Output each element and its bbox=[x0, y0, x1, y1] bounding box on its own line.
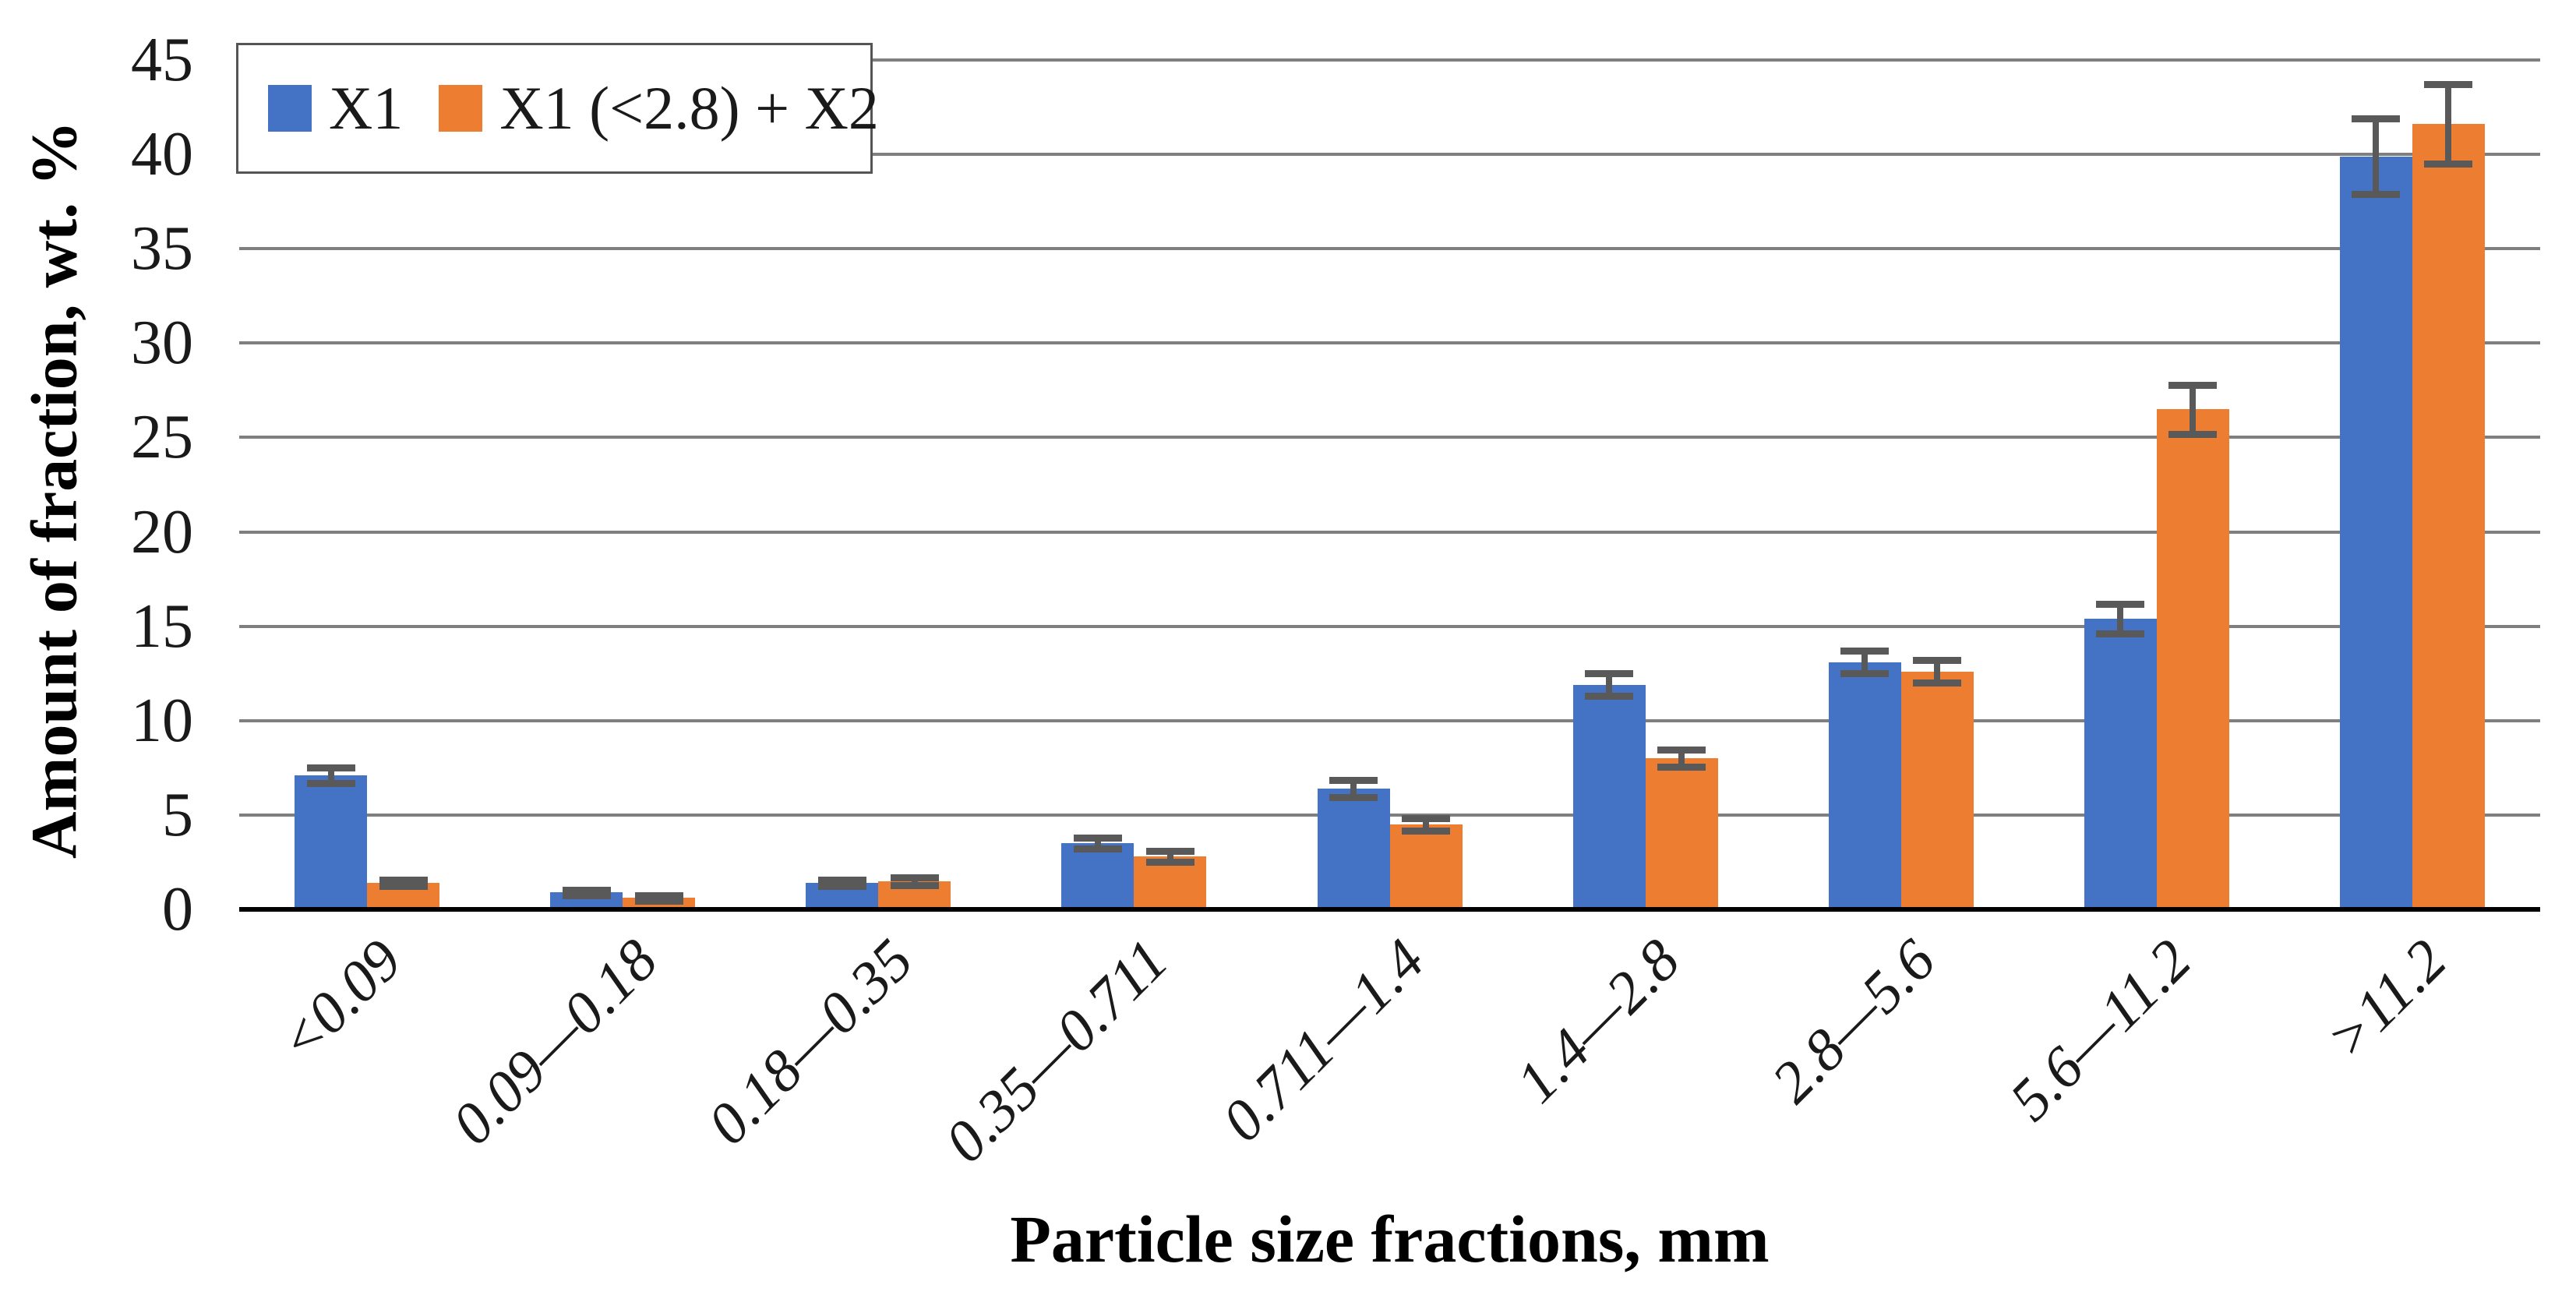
bar-x1x2-7 bbox=[2156, 409, 2229, 909]
gridline-40 bbox=[239, 153, 2540, 157]
error-cap-top-5-0 bbox=[1585, 670, 1634, 678]
error-cap-top-4-0 bbox=[1329, 777, 1378, 785]
y-tick-label-10: 10 bbox=[131, 686, 193, 755]
error-cap-top-8-0 bbox=[2352, 115, 2401, 123]
error-bar-7-1 bbox=[2190, 384, 2197, 434]
y-tick-label-5: 5 bbox=[162, 780, 193, 849]
error-bar-6-0 bbox=[1861, 651, 1868, 674]
error-cap-bottom-8-1 bbox=[2424, 161, 2473, 168]
y-tick-label-30: 30 bbox=[131, 309, 193, 378]
error-cap-top-3-1 bbox=[1145, 847, 1194, 855]
error-bar-4-1 bbox=[1423, 817, 1429, 831]
x-tick-label-8: >11.2 bbox=[1976, 927, 2459, 1072]
error-bar-8-0 bbox=[2373, 118, 2380, 194]
error-cap-bottom-3-1 bbox=[1145, 859, 1194, 867]
error-cap-bottom-7-1 bbox=[2168, 430, 2218, 438]
error-cap-bottom-5-0 bbox=[1585, 693, 1634, 701]
bar-x1-3 bbox=[1061, 843, 1134, 909]
error-cap-bottom-1-1 bbox=[634, 898, 683, 905]
error-bar-6-1 bbox=[1934, 660, 1941, 683]
y-tick-label-35: 35 bbox=[131, 214, 193, 284]
y-axis-title: Amount of fraction, wt. % bbox=[18, 120, 91, 859]
y-tick-label-25: 25 bbox=[131, 403, 193, 472]
error-cap-bottom-2-1 bbox=[890, 881, 939, 889]
error-bar-3-1 bbox=[1166, 850, 1173, 863]
y-tick-label-40: 40 bbox=[131, 120, 193, 189]
error-cap-top-2-0 bbox=[817, 877, 866, 884]
y-tick-label-45: 45 bbox=[131, 26, 193, 94]
legend: X1 X1 (<2.8) + X2 bbox=[236, 43, 879, 174]
error-cap-bottom-0-1 bbox=[379, 882, 428, 890]
error-cap-top-6-1 bbox=[1913, 657, 1962, 665]
error-bar-5-0 bbox=[1606, 673, 1613, 697]
error-cap-bottom-4-0 bbox=[1329, 793, 1378, 801]
error-cap-top-3-0 bbox=[1073, 834, 1122, 842]
gridline-35 bbox=[239, 247, 2540, 251]
error-cap-top-0-1 bbox=[379, 877, 428, 884]
bar-x1x2-4 bbox=[1389, 824, 1463, 909]
x-axis-title: Particle size fractions, mm bbox=[1010, 1202, 1770, 1276]
bar-x1x2-5 bbox=[1645, 758, 1718, 909]
error-bar-0-0 bbox=[327, 768, 334, 783]
legend-swatch-icon bbox=[439, 85, 483, 132]
error-cap-bottom-0-0 bbox=[306, 779, 355, 787]
x-tick-label-text-8: >11.2 bbox=[2314, 927, 2460, 1072]
error-cap-top-8-1 bbox=[2424, 81, 2473, 89]
gridline-20 bbox=[239, 530, 2540, 534]
bar-x1-0 bbox=[295, 775, 368, 909]
error-cap-top-7-1 bbox=[2168, 381, 2218, 389]
legend-swatch-icon bbox=[268, 85, 312, 132]
error-cap-top-6-0 bbox=[1840, 648, 1890, 655]
legend-label: X1 (<2.8) + X2 bbox=[499, 74, 879, 142]
bar-x1x2-8 bbox=[2412, 124, 2485, 909]
bar-x1-5 bbox=[1572, 684, 1646, 909]
error-cap-bottom-2-0 bbox=[817, 882, 866, 890]
error-cap-bottom-1-0 bbox=[562, 891, 611, 899]
error-cap-top-5-1 bbox=[1657, 747, 1706, 754]
error-cap-top-0-0 bbox=[306, 764, 355, 772]
legend-label: X1 bbox=[329, 74, 404, 142]
error-cap-bottom-8-0 bbox=[2352, 190, 2401, 198]
gridline-30 bbox=[239, 341, 2540, 345]
error-bar-8-1 bbox=[2445, 84, 2452, 164]
bar-x1-7 bbox=[2084, 618, 2157, 909]
error-bar-4-0 bbox=[1350, 780, 1357, 797]
error-bar-5-1 bbox=[1678, 750, 1685, 768]
gridline-10 bbox=[239, 718, 2540, 722]
bar-x1-8 bbox=[2339, 156, 2412, 909]
gridline-25 bbox=[239, 436, 2540, 439]
error-cap-bottom-7-0 bbox=[2096, 630, 2145, 638]
y-tick-label-20: 20 bbox=[131, 497, 193, 567]
gridline-5 bbox=[239, 813, 2540, 817]
error-cap-bottom-3-0 bbox=[1073, 845, 1122, 853]
x-axis-line bbox=[239, 907, 2540, 912]
bar-x1x2-6 bbox=[1900, 671, 1974, 909]
legend-entry-x1: X1 bbox=[268, 73, 403, 143]
error-cap-bottom-5-1 bbox=[1657, 764, 1706, 771]
gridline-15 bbox=[239, 624, 2540, 628]
error-bar-7-0 bbox=[2117, 603, 2124, 634]
bar-x1-4 bbox=[1317, 788, 1390, 909]
error-cap-top-2-1 bbox=[890, 874, 939, 881]
error-cap-top-1-0 bbox=[562, 886, 611, 894]
legend-entry-x1x2: X1 (<2.8) + X2 bbox=[439, 73, 879, 143]
bar-x1-6 bbox=[1828, 662, 1901, 909]
error-cap-bottom-6-0 bbox=[1840, 670, 1890, 678]
gridline-45 bbox=[239, 58, 2540, 62]
error-cap-top-4-1 bbox=[1402, 814, 1450, 822]
y-tick-label-15: 15 bbox=[131, 591, 193, 661]
error-cap-top-7-0 bbox=[2096, 600, 2145, 608]
y-tick-label-0: 0 bbox=[162, 875, 193, 944]
error-bar-3-0 bbox=[1094, 837, 1101, 849]
error-cap-bottom-6-1 bbox=[1913, 679, 1962, 687]
error-cap-bottom-4-1 bbox=[1402, 828, 1450, 835]
error-cap-top-1-1 bbox=[634, 891, 683, 899]
